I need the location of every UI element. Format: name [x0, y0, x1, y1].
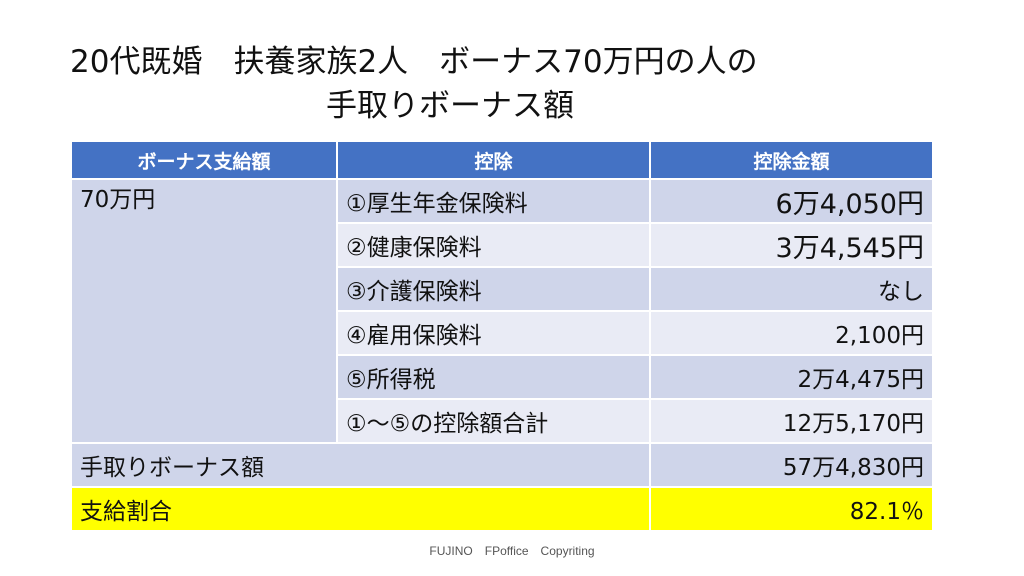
deduction-amount: なし: [649, 266, 934, 312]
header-bonus-amount: ボーナス支給額: [70, 140, 338, 180]
net-bonus-amount: 57万4,830円: [649, 442, 934, 488]
deduction-amount: 2万4,475円: [649, 354, 934, 400]
payout-ratio-amount: 82.1％: [649, 486, 934, 532]
deduction-label: ③介護保険料: [336, 266, 651, 312]
deduction-label: ④雇用保険料: [336, 310, 651, 356]
payout-ratio-row: 支給割合 82.1％: [70, 486, 934, 532]
header-deduction-amount: 控除金額: [649, 140, 934, 180]
table-row: ②健康保険料 3万4,545円: [71, 222, 934, 268]
deduction-label: ②健康保険料: [336, 222, 651, 268]
bonus-amount-cell: 70万円: [70, 178, 338, 444]
deduction-total-label: ①～⑤の控除額合計: [336, 398, 651, 444]
net-bonus-row: 手取りボーナス額 57万4,830円: [70, 442, 934, 488]
title-line-1: 20代既婚 扶養家族2人 ボーナス70万円の人の: [70, 44, 758, 80]
net-bonus-label: 手取りボーナス額: [70, 442, 651, 488]
deduction-label: ①厚生年金保険料: [336, 178, 651, 224]
table-row: ④雇用保険料 2,100円: [71, 310, 934, 356]
table-row: ⑤所得税 2万4,475円: [71, 354, 934, 400]
copyright-footer: FUJINO FPoffice Copyriting: [429, 544, 595, 558]
deduction-label: ⑤所得税: [336, 354, 651, 400]
deduction-amount: 6万4,050円: [649, 178, 934, 224]
title-line-2: 手取りボーナス額: [326, 88, 574, 124]
bonus-table: ボーナス支給額 控除 控除金額 70万円 ①厚生年金保険料 6万4,050円 ②…: [70, 140, 934, 532]
table-row: ③介護保険料 なし: [71, 266, 934, 312]
deduction-amount: 2,100円: [649, 310, 934, 356]
table-row: 70万円 ①厚生年金保険料 6万4,050円: [70, 178, 934, 444]
header-deduction: 控除: [336, 140, 651, 180]
table-row: ①～⑤の控除額合計 12万5,170円: [71, 398, 934, 444]
payout-ratio-label: 支給割合: [70, 486, 651, 532]
deduction-total-amount: 12万5,170円: [649, 398, 934, 444]
deduction-amount: 3万4,545円: [649, 222, 934, 268]
